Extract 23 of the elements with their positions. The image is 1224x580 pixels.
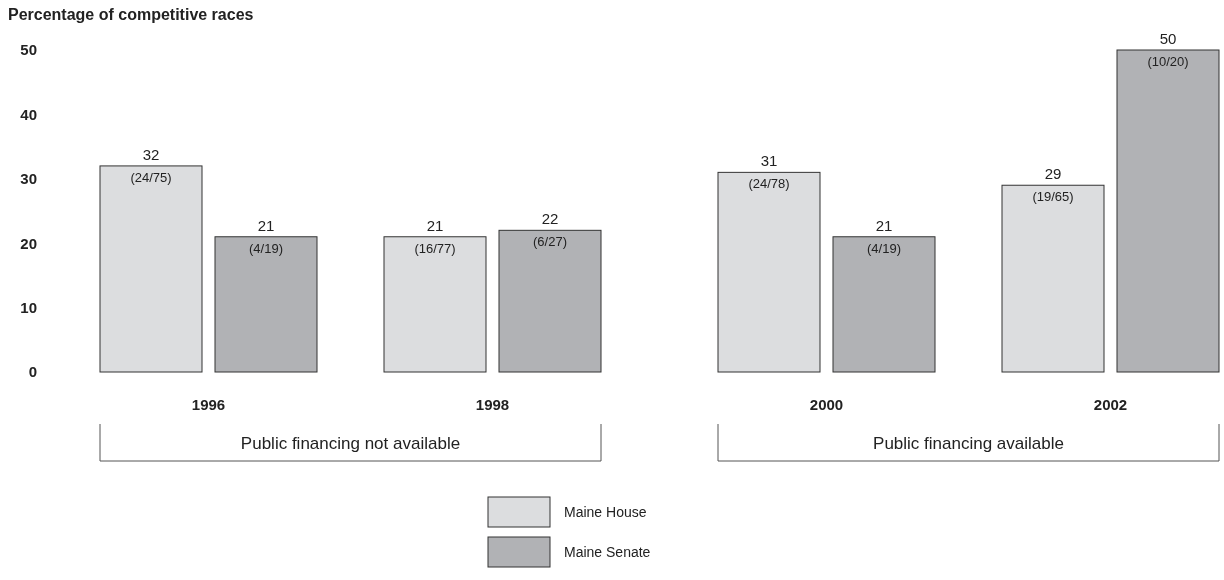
data-label: 22 (6/27) [533,210,567,250]
y-tick-label: 50 [20,41,37,59]
y-tick-label: 10 [20,298,37,316]
legend-label: Maine House [564,504,647,520]
data-label: 21 (16/77) [414,216,456,256]
x-tick-label: 2000 [809,396,844,413]
x-tick-label: 2002 [1093,396,1128,413]
text: Public financing not available [240,434,461,453]
x-tick-label: 1996 [191,396,226,413]
y-tick-label: 0 [28,363,37,381]
data-label: 29 (19/65) [1032,165,1074,205]
data-label: 21 (4/19) [249,216,283,256]
y-tick-label: 20 [20,234,37,252]
text: Public financing available [873,434,1064,453]
x-tick-label: 1998 [475,396,510,413]
data-label: 50 (10/20) [1147,30,1189,69]
y-tick-label: 40 [20,105,37,123]
chart-title: Percentage of competitive races [8,6,254,23]
legend-label: Maine Senate [564,544,651,560]
data-label: 32 (24/75) [130,145,172,185]
data-label: 21 (4/19) [867,216,901,256]
y-tick-label: 30 [20,170,37,188]
data-label: 31 (24/78) [748,152,790,192]
